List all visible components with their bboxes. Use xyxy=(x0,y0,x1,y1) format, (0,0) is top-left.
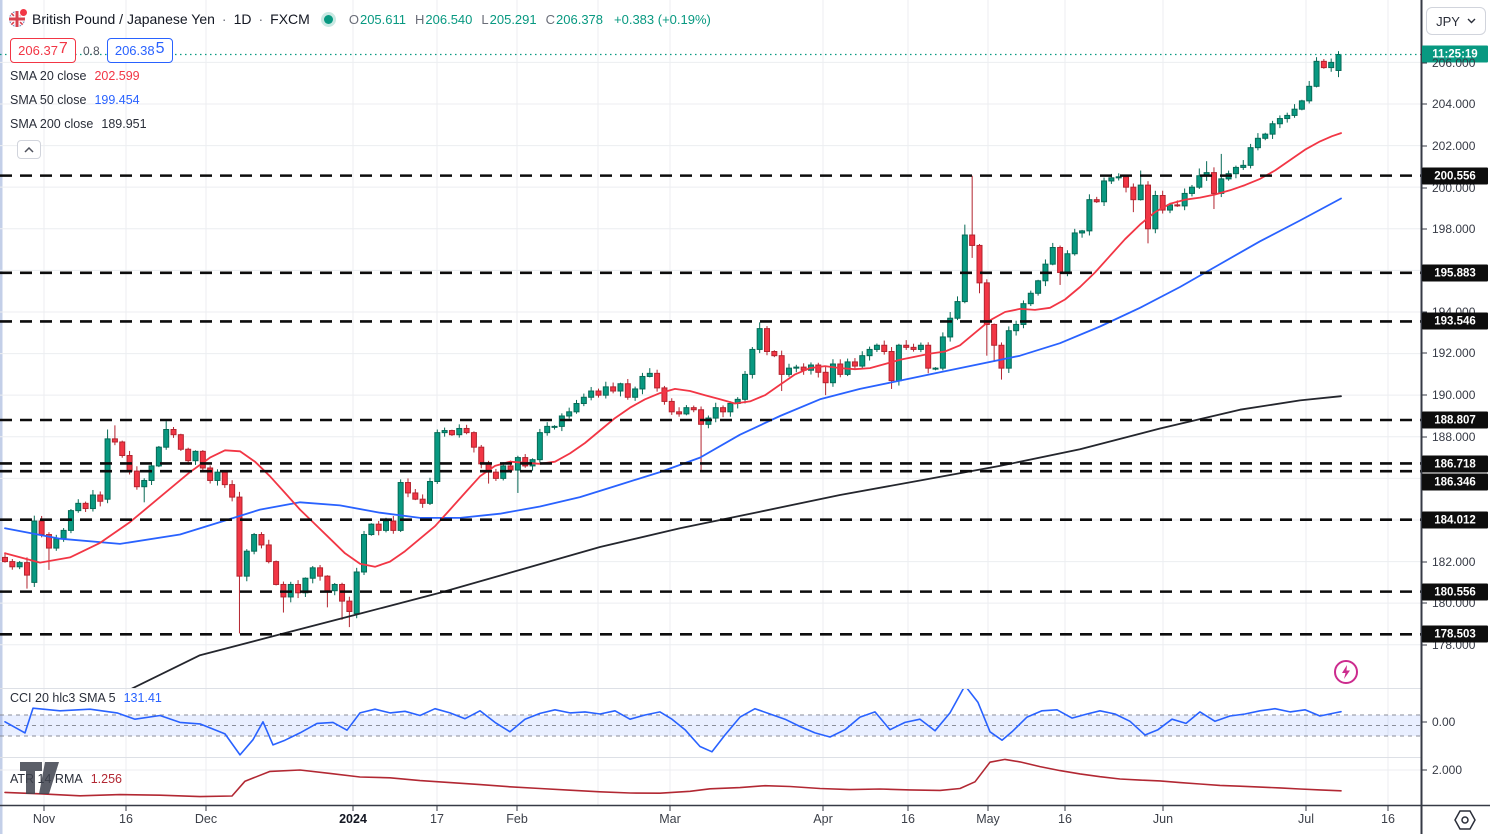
sell-button[interactable]: 206.37 7 xyxy=(10,38,76,63)
indicator-row-sma50[interactable]: SMA 50 close 199.454 xyxy=(10,93,140,107)
sma200-value: 189.951 xyxy=(101,117,147,131)
high-label: H xyxy=(415,11,425,27)
time-axis-label: Jun xyxy=(1152,812,1174,826)
title-separator: · xyxy=(258,11,264,27)
price-level-badge: 195.883 xyxy=(1422,264,1488,282)
ask-pip-digit: 5 xyxy=(155,39,165,57)
time-axis-label: Feb xyxy=(506,812,528,826)
price-level-badge: 180.556 xyxy=(1422,583,1488,601)
close-label: C xyxy=(545,11,556,27)
sma20-value: 202.599 xyxy=(94,69,140,83)
chevron-up-icon xyxy=(24,146,34,153)
sma20-line xyxy=(4,132,1342,568)
panel-edge xyxy=(0,0,3,834)
candles-series xyxy=(2,51,1342,634)
open-value: 205.611 xyxy=(359,11,406,27)
bar-countdown-badge: 11:25:19 xyxy=(1422,45,1488,63)
indicator-row-sma20[interactable]: SMA 20 close 202.599 xyxy=(10,69,140,83)
close-value: 206.378 xyxy=(556,11,604,27)
cci-line xyxy=(4,689,1342,756)
bid-pip-digit: 7 xyxy=(58,39,68,57)
notification-dot xyxy=(19,8,28,17)
quote-widget: 206.37 7 0.8 206.38 5 xyxy=(10,38,173,63)
cci-value: 131.41 xyxy=(123,691,162,705)
symbol-legend[interactable]: British Pound / Japanese Yen · 1D · FXCM… xyxy=(8,8,711,28)
time-axis-label: 16 xyxy=(1058,812,1072,826)
ask-price: 206.38 xyxy=(114,43,155,58)
time-axis-label: 2024 xyxy=(339,812,367,826)
price-level-badge: 186.346 xyxy=(1422,473,1488,491)
sma200-line xyxy=(131,395,1342,688)
price-level-badge: 186.718 xyxy=(1422,455,1488,473)
price-level-badge: 200.556 xyxy=(1422,167,1488,185)
indicator-row-sma200[interactable]: SMA 200 close 189.951 xyxy=(10,117,147,131)
time-axis-label: Apr xyxy=(813,812,833,826)
symbol-title[interactable]: British Pound / Japanese Yen xyxy=(32,11,215,27)
low-value: 205.291 xyxy=(489,11,537,27)
title-separator: · xyxy=(221,11,227,27)
buy-button[interactable]: 206.38 5 xyxy=(106,38,173,63)
price-level-badge: 188.807 xyxy=(1422,411,1488,429)
collapse-legend-button[interactable] xyxy=(17,140,41,159)
time-axis-label: Dec xyxy=(194,812,218,826)
indicator-row-cci[interactable]: CCI 20 hlc3 SMA 5 131.41 xyxy=(10,691,162,705)
symbol-flag-icon xyxy=(8,8,28,28)
quick-trade-icon[interactable] xyxy=(1332,658,1360,691)
chevron-down-icon xyxy=(1467,18,1476,24)
tradingview-watermark-icon xyxy=(18,754,64,805)
sma50-value: 199.454 xyxy=(94,93,140,107)
price-axis-label: 206.000 xyxy=(1432,56,1476,70)
price-axis-label: 192.000 xyxy=(1432,346,1476,360)
time-axis-label: Nov xyxy=(32,812,56,826)
exchange-label[interactable]: FXCM xyxy=(270,11,310,27)
low-label: L xyxy=(481,11,489,27)
price-axis-label: 188.000 xyxy=(1432,430,1476,444)
price-axis-label: 202.000 xyxy=(1432,139,1476,153)
atr-line xyxy=(4,758,1342,798)
time-axis-label: 16 xyxy=(1381,812,1395,826)
time-axis-label: Jul xyxy=(1298,812,1314,826)
timeframe-label[interactable]: 1D xyxy=(233,11,252,27)
time-axis-label: 17 xyxy=(430,812,444,826)
time-axis-label: Mar xyxy=(659,812,681,826)
sma20-label: SMA 20 close xyxy=(10,69,87,83)
ohlc-readout: O205.611 H206.540 L205.291 C206.378 +0.3… xyxy=(349,12,711,27)
change-value: +0.383 (+0.19%) xyxy=(614,11,711,27)
price-level-badge: 184.012 xyxy=(1422,511,1488,529)
bid-price: 206.37 xyxy=(18,43,58,58)
time-axis-label: 16 xyxy=(119,812,133,826)
currency-label: JPY xyxy=(1436,13,1460,29)
spread-value: 0.8 xyxy=(83,43,100,58)
sma50-line xyxy=(4,197,1342,545)
sma50-label: SMA 50 close xyxy=(10,93,87,107)
price-axis-label: 190.000 xyxy=(1432,388,1476,402)
currency-selector-button[interactable]: JPY xyxy=(1426,7,1486,35)
market-status-icon xyxy=(323,14,333,24)
cci-band xyxy=(0,715,1421,736)
price-axis-label: 182.000 xyxy=(1432,555,1476,569)
price-axis-label: 0.00 xyxy=(1432,715,1456,729)
price-axis-label: 200.000 xyxy=(1432,181,1476,195)
sma200-label: SMA 200 close xyxy=(10,117,94,131)
price-level-badge: 193.546 xyxy=(1422,312,1488,330)
time-axis-label: 16 xyxy=(901,812,915,826)
price-axis-label: 198.000 xyxy=(1432,222,1476,236)
price-axis-label: 204.000 xyxy=(1432,97,1476,111)
time-axis-label: May xyxy=(976,812,1000,826)
price-axis-label: 2.000 xyxy=(1432,763,1463,777)
timezone-settings-icon[interactable] xyxy=(1452,808,1478,834)
price-level-badge: 178.503 xyxy=(1422,625,1488,643)
high-value: 206.540 xyxy=(425,11,473,27)
cci-label: CCI 20 hlc3 SMA 5 xyxy=(10,691,116,705)
open-label: O xyxy=(348,11,359,27)
atr-value: 1.256 xyxy=(90,772,122,786)
